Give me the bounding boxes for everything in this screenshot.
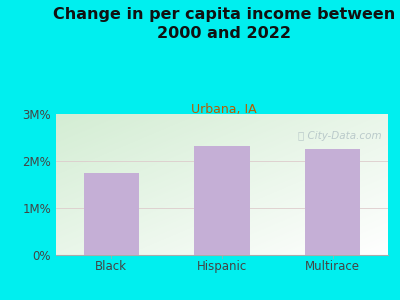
Bar (194, 146, 250, 255)
Text: Urbana, IA: Urbana, IA (191, 103, 257, 116)
Bar (84, 173, 139, 255)
Text: ⓘ City-Data.com: ⓘ City-Data.com (298, 131, 381, 141)
Bar (305, 149, 360, 255)
Text: Change in per capita income between
2000 and 2022: Change in per capita income between 2000… (53, 8, 395, 41)
